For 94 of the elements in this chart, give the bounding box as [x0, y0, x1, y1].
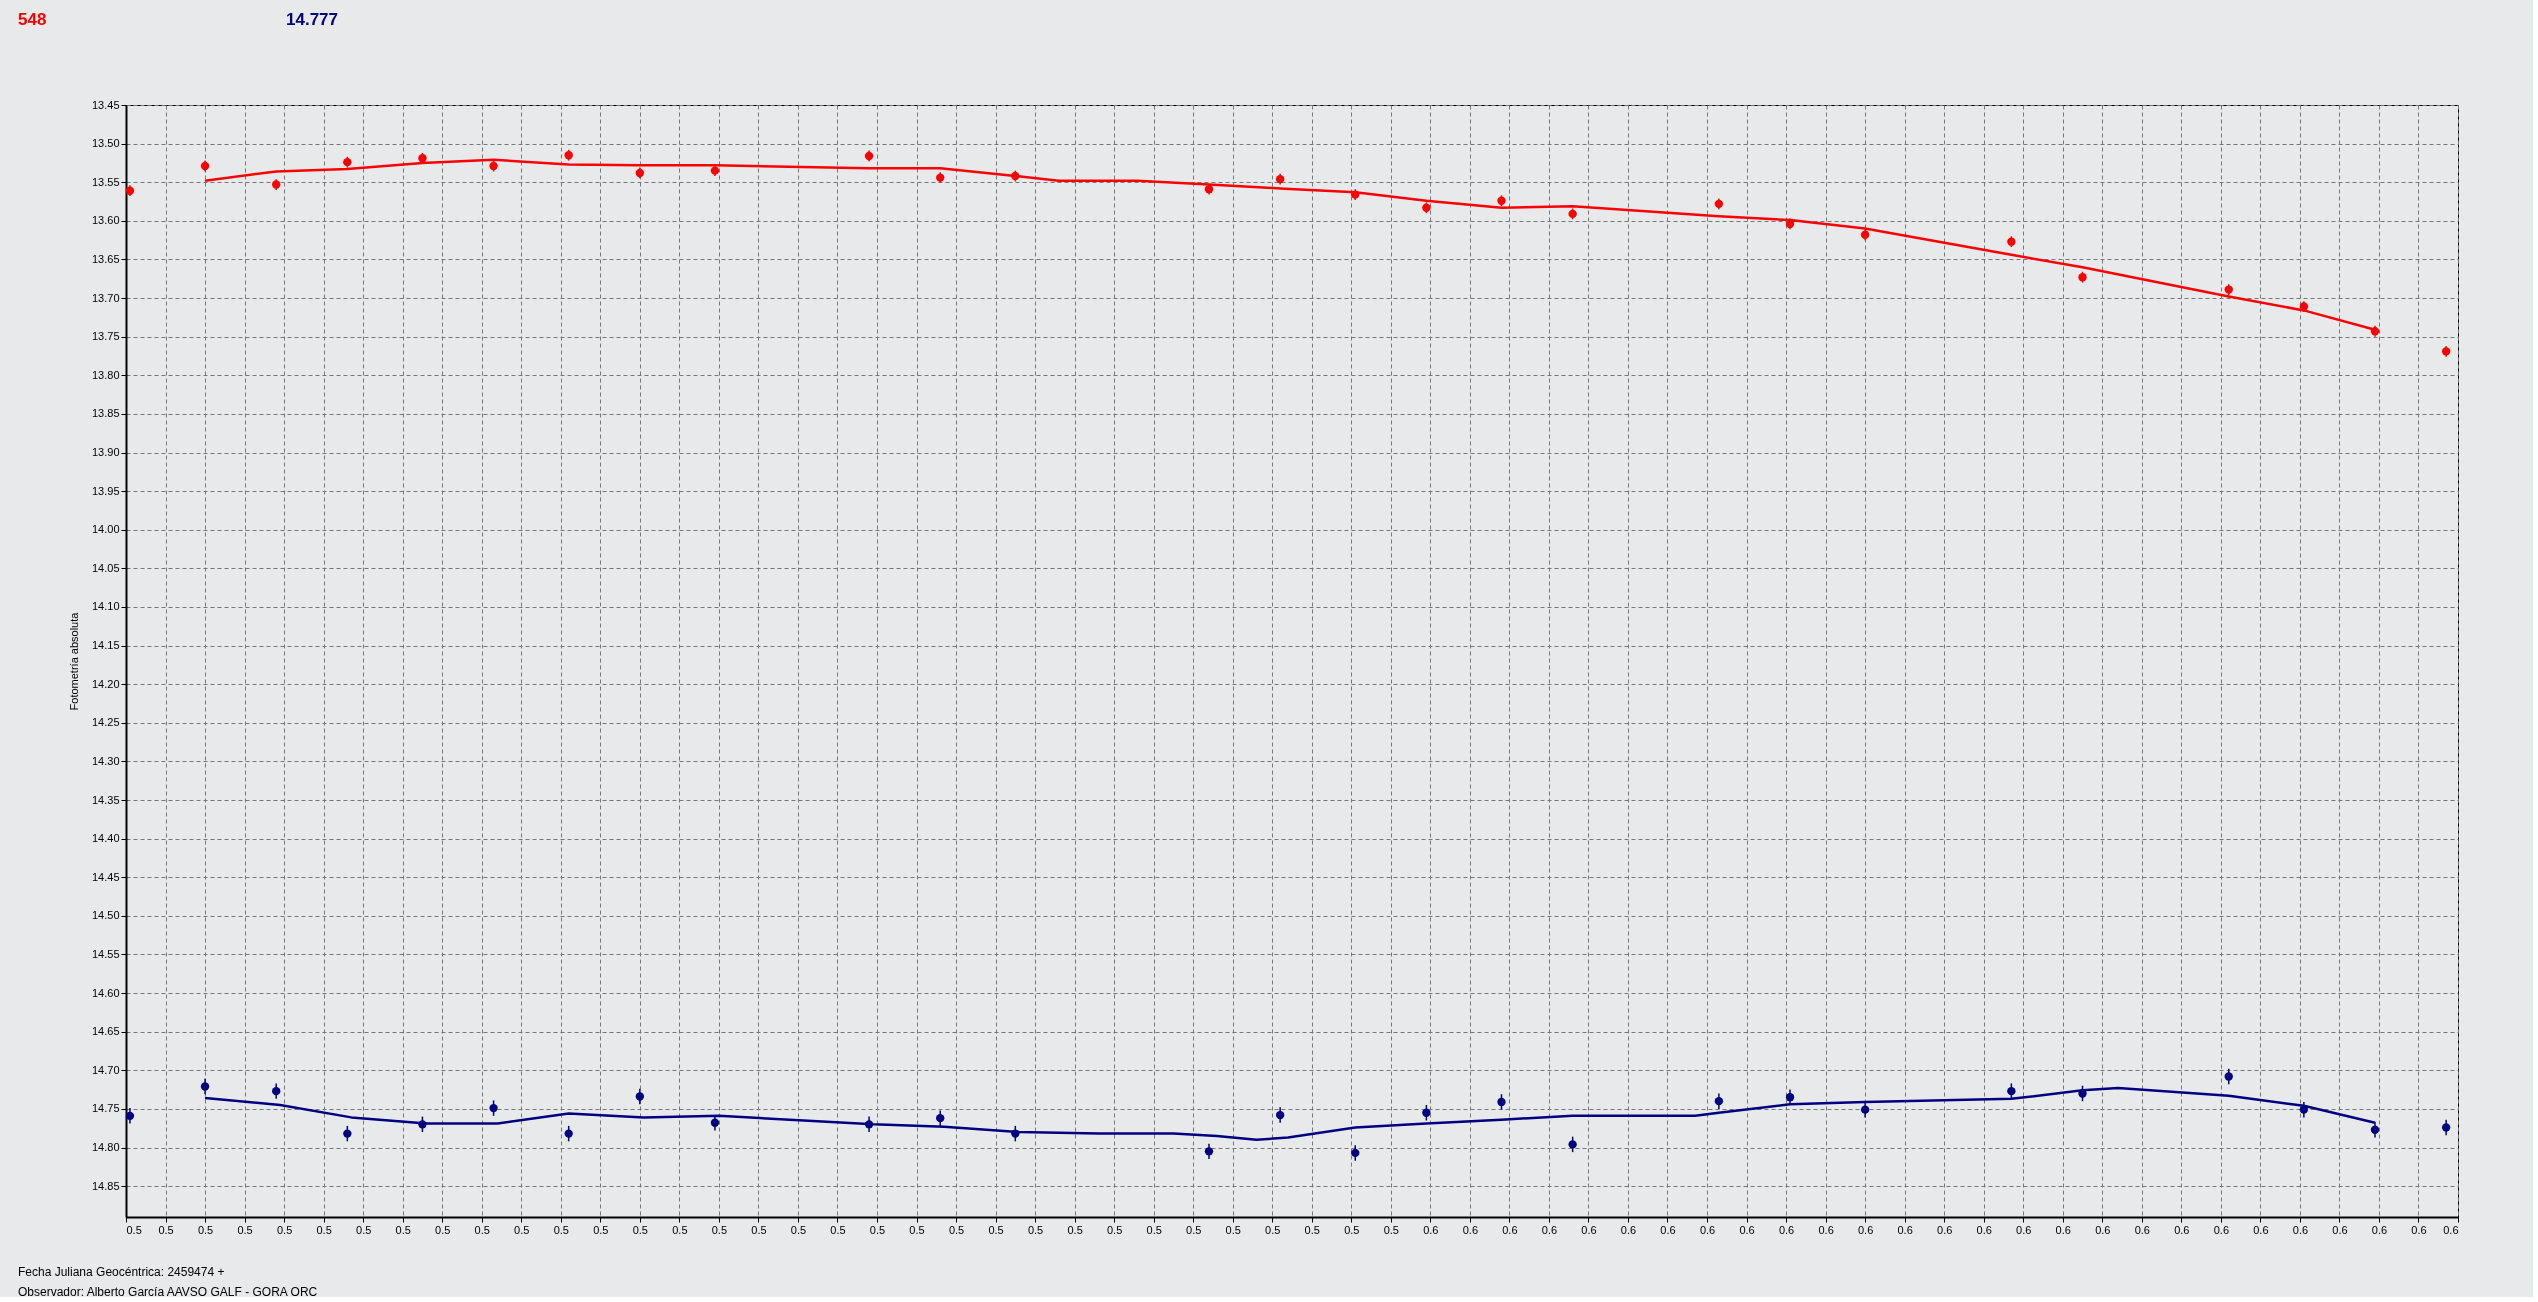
x-tick-label: 0.5: [632, 1223, 648, 1236]
x-tick-label: 0.6: [2332, 1223, 2348, 1236]
x-tick-label: 0.6: [2443, 1223, 2459, 1236]
y-tick-label: 13.85: [91, 407, 120, 420]
x-tick-label: 0.6: [1541, 1223, 1558, 1236]
x-tick-label: 0.5: [1067, 1223, 1083, 1236]
y-tick-label: 13.60: [91, 214, 120, 227]
x-tick-label: 0.6: [2411, 1223, 2427, 1236]
x-tick-label: 0.5: [909, 1223, 925, 1236]
x-tick-label: 0.6: [2055, 1223, 2071, 1236]
x-tick-label: 0.5: [395, 1223, 411, 1236]
y-tick-label: 14.45: [91, 870, 120, 883]
y-tick-label: 14.30: [91, 754, 120, 767]
x-tick-label: 0.6: [1502, 1223, 1518, 1236]
y-tick-label: 14.05: [91, 561, 120, 574]
x-tick-label: 0.5: [197, 1223, 214, 1236]
x-tick-label: 0.6: [1739, 1223, 1755, 1236]
x-tick-label: 0.5: [316, 1223, 332, 1236]
y-tick-label: 13.95: [91, 484, 120, 497]
x-tick-label: 0.5: [790, 1223, 807, 1236]
text: 14.777: [286, 10, 338, 29]
x-tick-label: 0.6: [1937, 1223, 1953, 1236]
y-tick-label: 13.50: [91, 137, 120, 150]
y-tick-label: 14.50: [91, 909, 120, 922]
x-tick-label: 0.6: [1423, 1223, 1439, 1236]
x-tick-label: 0.5: [1383, 1223, 1399, 1236]
x-tick-label: 0.6: [1660, 1223, 1676, 1236]
x-tick-label: 0.5: [1186, 1223, 1202, 1236]
x-tick-label: 0.5: [158, 1223, 174, 1236]
x-tick-label: 0.6: [2371, 1223, 2388, 1236]
x-tick-label: 0.5: [948, 1223, 965, 1236]
y-axis-title: Fotometría absoluta: [67, 611, 80, 711]
x-tick-label: 0.6: [1857, 1223, 1874, 1236]
y-tick-label: 13.55: [91, 175, 120, 188]
x-tick-label: 0.5: [593, 1223, 609, 1236]
x-tick-label: 0.6: [2134, 1223, 2150, 1236]
y-tick-label: 14.25: [91, 716, 120, 729]
x-tick-label: 0.5: [276, 1223, 293, 1236]
y-tick-label: 14.40: [91, 832, 120, 845]
x-tick-label: 0.5: [1304, 1223, 1320, 1236]
x-tick-label: 0.6: [1897, 1223, 1913, 1236]
x-tick-label: 0.5: [126, 1223, 142, 1236]
y-tick-label: 14.60: [91, 986, 120, 999]
text: 548: [18, 10, 47, 29]
x-tick-label: 0.5: [514, 1223, 530, 1236]
x-tick-label: 0.6: [1778, 1223, 1795, 1236]
x-tick-label: 0.6: [1976, 1223, 1992, 1236]
y-tick-label: 14.35: [91, 793, 120, 806]
x-tick-label: 0.5: [435, 1223, 451, 1236]
x-tick-label: 0.6: [2174, 1223, 2190, 1236]
x-tick-label: 0.5: [1225, 1223, 1241, 1236]
x-tick-label: 0.5: [711, 1223, 728, 1236]
y-tick-label: 13.80: [91, 368, 120, 381]
x-tick-label: 0.6: [1699, 1223, 1716, 1236]
y-tick-label: 14.00: [91, 523, 120, 536]
x-tick-label: 0.5: [988, 1223, 1004, 1236]
x-tick-label: 0.6: [2095, 1223, 2111, 1236]
y-tick-label: 14.85: [91, 1179, 120, 1192]
x-tick-label: 0.5: [751, 1223, 767, 1236]
x-tick-label: 0.5: [1146, 1223, 1162, 1236]
x-tick-label: 0.5: [237, 1223, 253, 1236]
y-tick-label: 13.75: [91, 330, 120, 343]
x-tick-label: 0.6: [1620, 1223, 1637, 1236]
y-tick-label: 14.70: [91, 1063, 120, 1076]
x-tick-label: 0.5: [1106, 1223, 1123, 1236]
y-tick-label: 14.80: [91, 1141, 120, 1153]
x-tick-label: 0.5: [672, 1223, 688, 1236]
x-tick-label: 0.6: [1581, 1223, 1597, 1236]
x-tick-label: 0.6: [2253, 1223, 2269, 1236]
x-tick-label: 0.5: [1027, 1223, 1044, 1236]
y-tick-label: 14.15: [91, 639, 120, 652]
x-tick-label: 0.6: [2292, 1223, 2309, 1236]
text: Fecha Juliana Geocéntrica: 2459474 +: [18, 1265, 225, 1279]
y-tick-label: 13.65: [91, 252, 120, 265]
x-tick-label: 0.6: [2213, 1223, 2229, 1236]
y-tick-label: 14.10: [91, 600, 120, 613]
y-tick-label: 14.75: [91, 1102, 120, 1115]
x-tick-label: 0.6: [1818, 1223, 1834, 1236]
x-tick-label: 0.6: [1462, 1223, 1479, 1236]
y-tick-label: 13.70: [91, 291, 120, 304]
y-tick-label: 14.20: [91, 677, 120, 690]
x-tick-label: 0.5: [1265, 1223, 1281, 1236]
x-tick-label: 0.5: [553, 1223, 569, 1236]
x-tick-label: 0.6: [2016, 1223, 2032, 1236]
x-tick-label: 0.5: [1344, 1223, 1360, 1236]
text: Observador: Alberto García AAVSO GALF - GORA ORC: [18, 1285, 318, 1299]
x-tick-label: 0.5: [869, 1223, 886, 1236]
x-tick-label: 0.5: [474, 1223, 490, 1236]
y-tick-label: 13.45: [91, 98, 120, 111]
y-tick-label: 14.55: [91, 947, 120, 960]
y-tick-label: 14.65: [91, 1025, 120, 1038]
y-tick-label: 13.90: [91, 446, 120, 458]
x-tick-label: 0.5: [830, 1223, 846, 1236]
x-tick-label: 0.5: [356, 1223, 372, 1236]
